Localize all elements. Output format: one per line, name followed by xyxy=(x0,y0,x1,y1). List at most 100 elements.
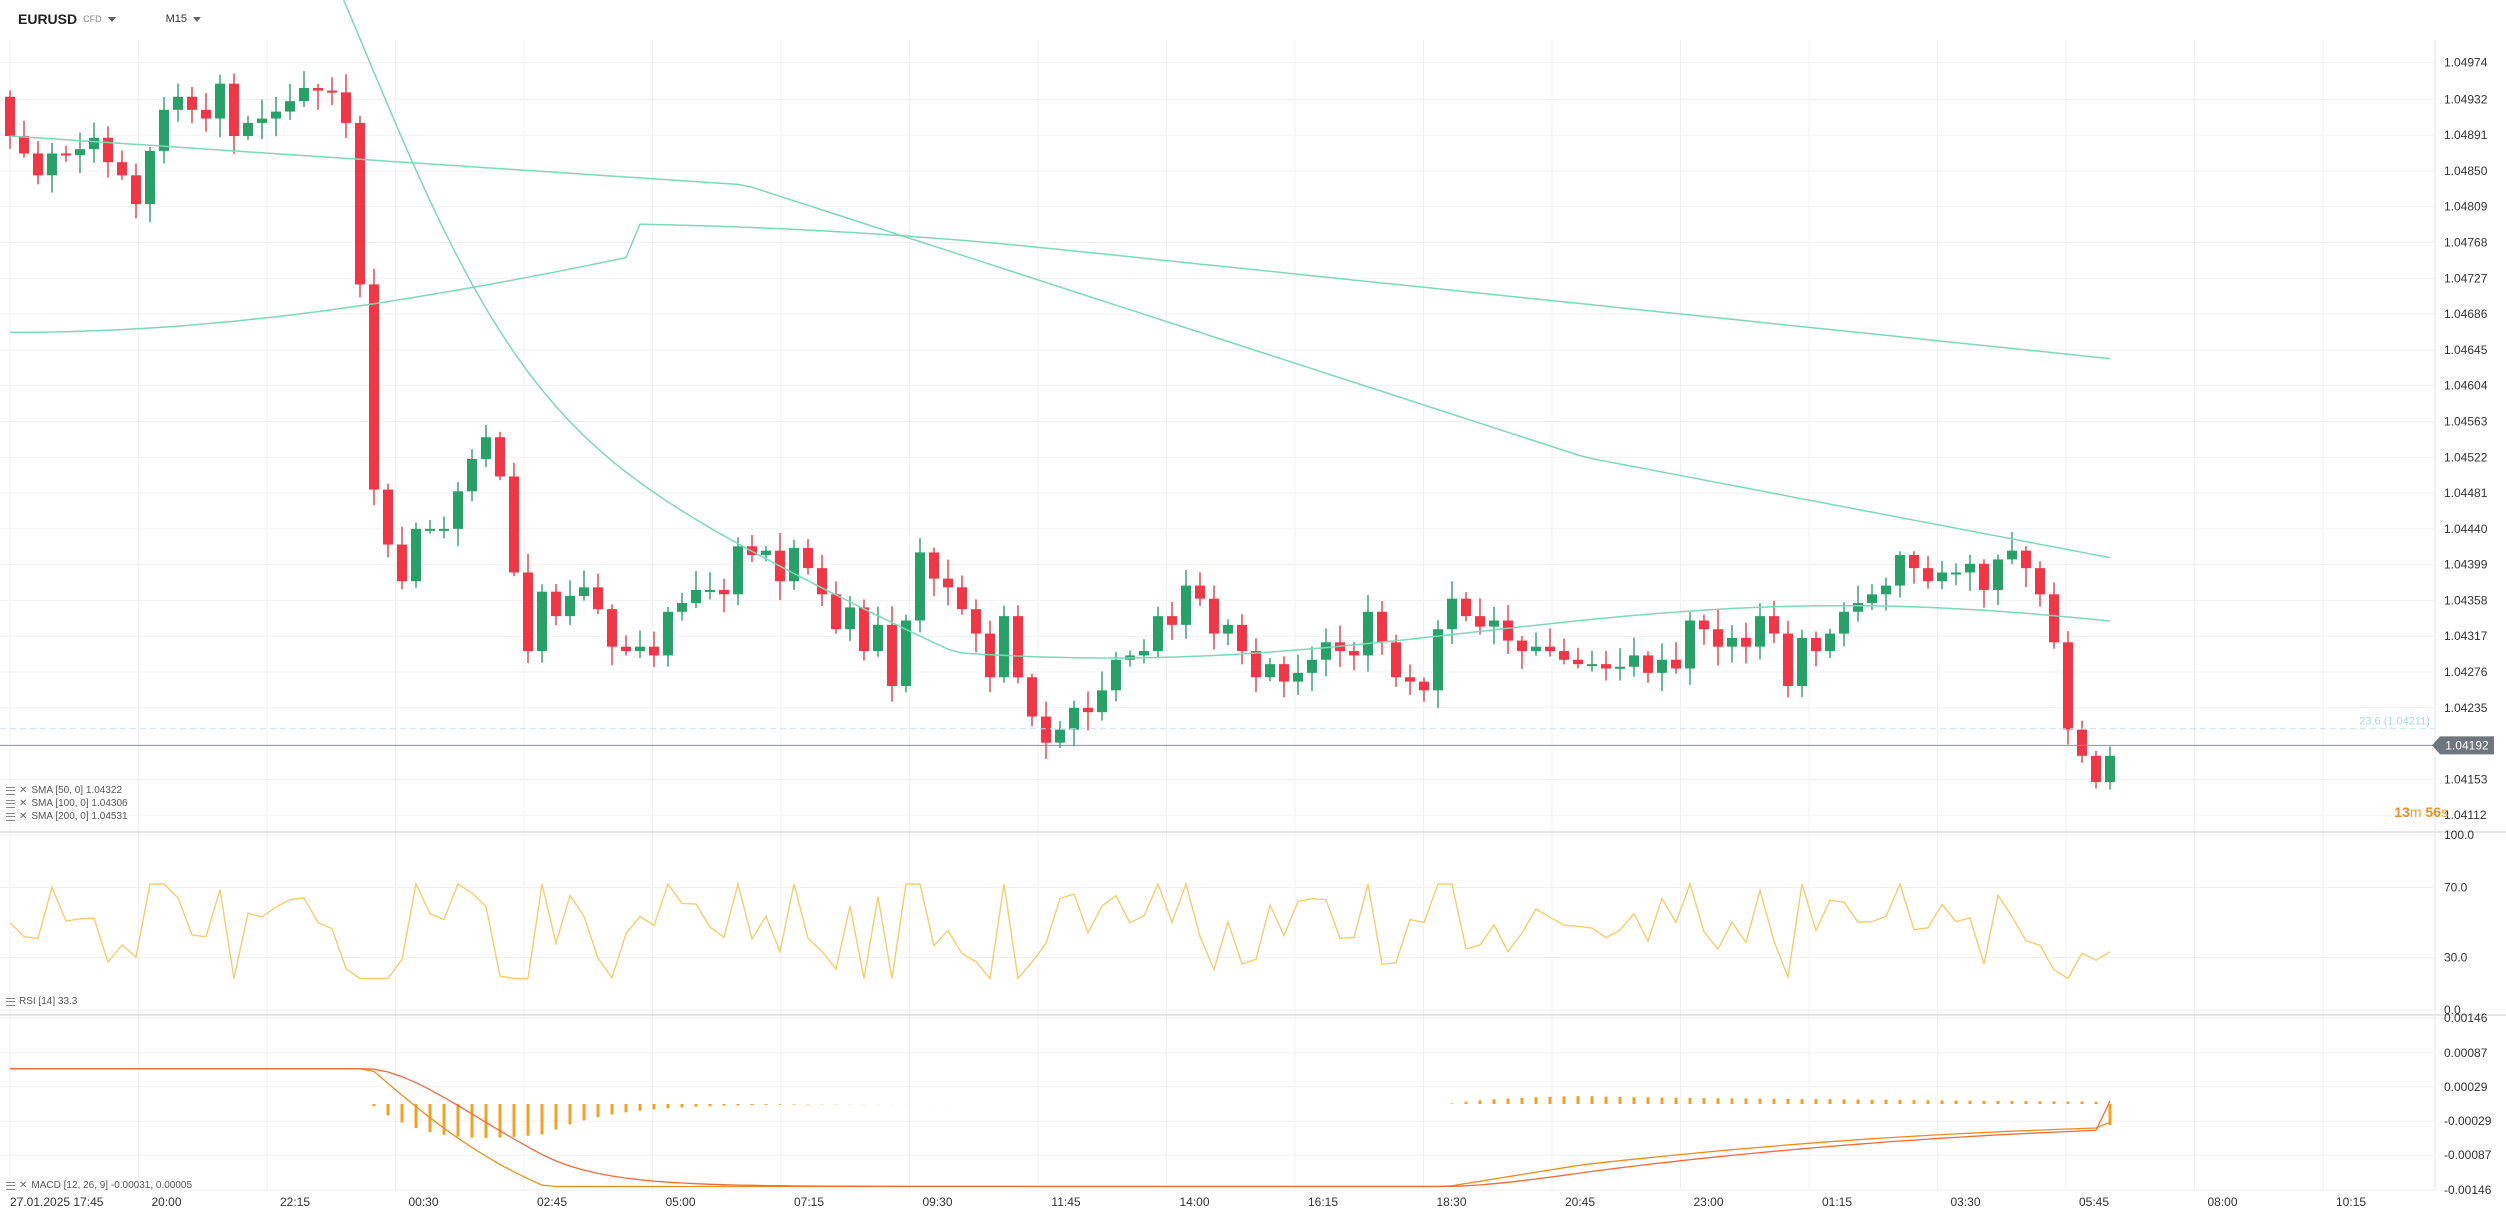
candle[interactable] xyxy=(1615,666,1625,669)
candle[interactable] xyxy=(523,572,533,652)
candle[interactable] xyxy=(61,153,71,156)
candle[interactable] xyxy=(173,96,183,110)
candle[interactable] xyxy=(1825,633,1835,652)
candle[interactable] xyxy=(1251,651,1261,678)
candle[interactable] xyxy=(663,611,673,656)
candle[interactable] xyxy=(1671,659,1681,669)
candle[interactable] xyxy=(103,137,113,163)
candle[interactable] xyxy=(1433,629,1443,691)
candle[interactable] xyxy=(19,136,29,154)
candle[interactable] xyxy=(1601,664,1611,669)
candle[interactable] xyxy=(1713,629,1723,647)
candle[interactable] xyxy=(831,594,841,630)
candle[interactable] xyxy=(845,607,855,630)
candle[interactable] xyxy=(75,149,85,156)
candle[interactable] xyxy=(229,83,239,137)
candle[interactable] xyxy=(397,544,407,582)
candle[interactable] xyxy=(1041,716,1051,743)
candle[interactable] xyxy=(859,607,869,652)
close-icon[interactable]: ✕ xyxy=(19,811,28,822)
candle[interactable] xyxy=(719,589,729,595)
candle[interactable] xyxy=(537,591,547,652)
sma100-line[interactable] xyxy=(9,135,2111,559)
settings-icon[interactable] xyxy=(6,786,15,795)
candle[interactable] xyxy=(2105,755,2115,782)
candle[interactable] xyxy=(1741,637,1751,647)
candle[interactable] xyxy=(47,153,57,176)
legend-macd[interactable]: ✕ MACD [12, 26, 9] -0.00031, 0.00005 xyxy=(6,1180,192,1191)
candle[interactable] xyxy=(2049,594,2059,643)
candle[interactable] xyxy=(1657,659,1667,673)
candle[interactable] xyxy=(649,646,659,656)
legend-rsi[interactable]: RSI [14] 33.3 xyxy=(6,996,77,1007)
candle[interactable] xyxy=(1055,729,1065,743)
candle[interactable] xyxy=(887,624,897,686)
candle[interactable] xyxy=(159,109,169,151)
candle[interactable] xyxy=(607,609,617,647)
candle[interactable] xyxy=(1321,642,1331,660)
candle[interactable] xyxy=(1293,672,1303,682)
candle[interactable] xyxy=(915,552,925,621)
legend-sma100[interactable]: ✕ SMA [100, 0] 1.04306 xyxy=(6,798,128,809)
legend-sma50[interactable]: ✕ SMA [50, 0] 1.04322 xyxy=(6,785,122,796)
candle[interactable] xyxy=(201,109,211,119)
candle[interactable] xyxy=(495,437,505,477)
candle[interactable] xyxy=(1783,633,1793,686)
candle[interactable] xyxy=(145,150,155,205)
settings-icon[interactable] xyxy=(6,997,15,1006)
candle[interactable] xyxy=(1937,572,1947,582)
candle[interactable] xyxy=(1181,585,1191,625)
candle[interactable] xyxy=(1587,664,1597,667)
candle[interactable] xyxy=(1391,642,1401,678)
chevron-down-icon[interactable] xyxy=(107,16,116,22)
candle[interactable] xyxy=(1265,664,1275,678)
macd-signal-line[interactable] xyxy=(10,1068,2111,1188)
candle[interactable] xyxy=(1377,611,1387,643)
candle[interactable] xyxy=(1363,611,1373,656)
candle[interactable] xyxy=(327,90,337,93)
candle[interactable] xyxy=(33,153,43,176)
candle[interactable] xyxy=(1461,598,1471,617)
candle[interactable] xyxy=(257,118,267,123)
candle[interactable] xyxy=(411,528,421,582)
candle[interactable] xyxy=(1573,659,1583,665)
candle[interactable] xyxy=(1195,585,1205,599)
candle[interactable] xyxy=(1559,651,1569,660)
candle[interactable] xyxy=(117,162,127,176)
candle[interactable] xyxy=(341,92,351,123)
candle[interactable] xyxy=(1349,651,1359,656)
candle[interactable] xyxy=(1447,598,1457,630)
candle[interactable] xyxy=(929,552,939,579)
candle[interactable] xyxy=(1237,624,1247,652)
candle[interactable] xyxy=(1083,707,1093,713)
candle[interactable] xyxy=(1153,616,1163,652)
candle[interactable] xyxy=(999,616,1009,678)
candle[interactable] xyxy=(425,528,435,531)
candle[interactable] xyxy=(271,111,281,119)
candle[interactable] xyxy=(243,122,253,137)
candle[interactable] xyxy=(2035,568,2045,595)
candle[interactable] xyxy=(1755,616,1765,647)
candle[interactable] xyxy=(621,646,631,652)
candle[interactable] xyxy=(817,568,827,595)
candle[interactable] xyxy=(1853,603,1863,612)
candle[interactable] xyxy=(1419,681,1429,691)
candle[interactable] xyxy=(285,101,295,112)
candle[interactable] xyxy=(705,589,715,592)
candle[interactable] xyxy=(1405,677,1415,682)
candle[interactable] xyxy=(1027,677,1037,717)
candle[interactable] xyxy=(677,603,687,612)
close-icon[interactable]: ✕ xyxy=(19,785,28,796)
candle[interactable] xyxy=(1223,624,1233,634)
candle[interactable] xyxy=(1545,646,1555,652)
candle[interactable] xyxy=(467,459,477,492)
candle[interactable] xyxy=(2021,550,2031,569)
candle[interactable] xyxy=(1769,616,1779,634)
candle[interactable] xyxy=(1909,555,1919,569)
candle[interactable] xyxy=(733,546,743,595)
close-icon[interactable]: ✕ xyxy=(19,798,28,809)
candle[interactable] xyxy=(1881,585,1891,595)
candle[interactable] xyxy=(2091,755,2101,782)
sma200-line[interactable] xyxy=(10,223,2111,360)
